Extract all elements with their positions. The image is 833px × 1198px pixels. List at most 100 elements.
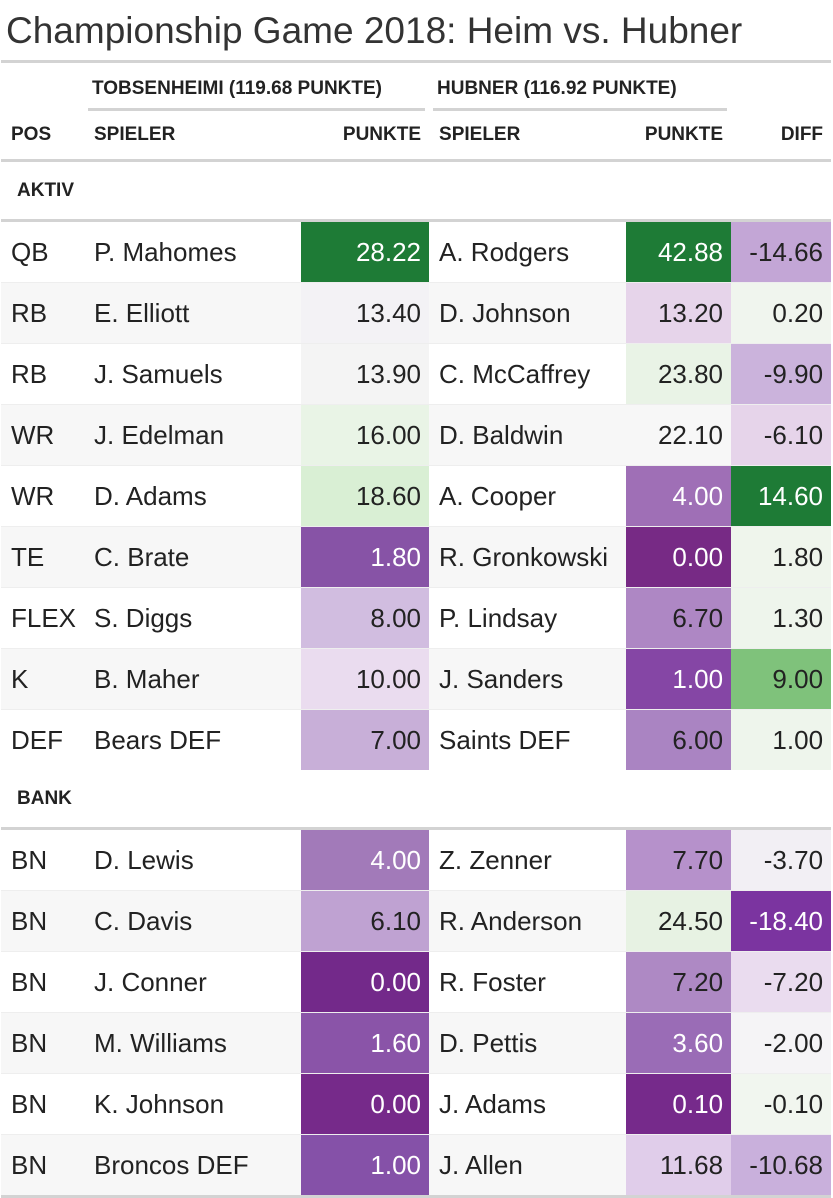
cell: C. Brate: [84, 526, 301, 588]
cell: 23.80: [626, 343, 732, 405]
cell: 0.00: [301, 1073, 430, 1135]
column-header: POS: [1, 111, 84, 162]
cell: R. Foster: [429, 951, 627, 1013]
cell: 3.60: [626, 1012, 732, 1074]
cell: 42.88: [626, 220, 732, 283]
group-row: AKTIV: [1, 160, 832, 222]
cell: J. Adams: [429, 1073, 627, 1135]
cell: BN: [1, 1073, 84, 1135]
column-header: PUNKTE: [626, 111, 732, 162]
cell: 7.00: [301, 709, 430, 770]
group-row: BANK: [1, 770, 832, 830]
cell: -3.70: [731, 828, 832, 891]
score-table: TOBSENHEIMI (119.68 PUNKTE) HUBNER (116.9…: [1, 60, 832, 1198]
cell: WR: [1, 404, 84, 466]
cell: J. Samuels: [84, 343, 301, 405]
cell: Saints DEF: [429, 709, 627, 770]
cell: -10.68: [731, 1134, 832, 1197]
cell: D. Pettis: [429, 1012, 627, 1074]
cell: 1.80: [301, 526, 430, 588]
data-row: BN J. Conner 0.00 R. Foster 7.20 -7.20: [1, 951, 832, 1013]
cell: 24.50: [626, 890, 732, 952]
cell: D. Johnson: [429, 282, 627, 344]
cell: 1.00: [626, 648, 732, 710]
cell: -18.40: [731, 890, 832, 952]
cell: 13.40: [301, 282, 430, 344]
spanner-blank: [1, 62, 84, 112]
column-header: DIFF: [731, 111, 832, 162]
cell: 0.20: [731, 282, 832, 344]
data-row: TE C. Brate 1.80 R. Gronkowski 0.00 1.80: [1, 526, 832, 588]
spanner-row: TOBSENHEIMI (119.68 PUNKTE) HUBNER (116.9…: [1, 62, 831, 112]
cell: Bears DEF: [84, 709, 301, 770]
cell: B. Maher: [84, 648, 301, 710]
cell: 18.60: [301, 465, 430, 527]
data-row: WR J. Edelman 16.00 D. Baldwin 22.10 -6.10: [1, 404, 832, 466]
column-header: SPIELER: [84, 111, 301, 162]
header-row: POS SPIELER PUNKTE SPIELER PUNKTE DIFF: [1, 111, 832, 162]
cell: D. Lewis: [84, 828, 301, 891]
cell: K: [1, 648, 84, 710]
cell: RB: [1, 343, 84, 405]
cell: 6.00: [626, 709, 732, 770]
cell: 11.68: [626, 1134, 732, 1197]
cell: 0.00: [626, 526, 732, 588]
cell: R. Gronkowski: [429, 526, 627, 588]
cell: 6.10: [301, 890, 430, 952]
cell: J. Conner: [84, 951, 301, 1013]
cell: K. Johnson: [84, 1073, 301, 1135]
cell: -9.90: [731, 343, 832, 405]
cell: BN: [1, 1134, 84, 1197]
cell: 1.60: [301, 1012, 430, 1074]
cell: Z. Zenner: [429, 828, 627, 891]
cell: -14.66: [731, 220, 832, 283]
cell: P. Mahomes: [84, 220, 301, 283]
cell: 6.70: [626, 587, 732, 649]
data-row: QB P. Mahomes 28.22 A. Rodgers 42.88 -14.66: [1, 220, 832, 283]
cell: E. Elliott: [84, 282, 301, 344]
cell: S. Diggs: [84, 587, 301, 649]
data-row: BN C. Davis 6.10 R. Anderson 24.50 -18.40: [1, 890, 832, 952]
cell: QB: [1, 220, 84, 283]
cell: P. Lindsay: [429, 587, 627, 649]
data-row: WR D. Adams 18.60 A. Cooper 4.00 14.60: [1, 465, 832, 527]
cell: 1.30: [731, 587, 832, 649]
data-row: BN K. Johnson 0.00 J. Adams 0.10 -0.10: [1, 1073, 832, 1135]
cell: M. Williams: [84, 1012, 301, 1074]
cell: TE: [1, 526, 84, 588]
cell: J. Edelman: [84, 404, 301, 466]
cell: C. Davis: [84, 890, 301, 952]
data-row: FLEX S. Diggs 8.00 P. Lindsay 6.70 1.30: [1, 587, 832, 649]
data-row: BN M. Williams 1.60 D. Pettis 3.60 -2.00: [1, 1012, 832, 1074]
cell: J. Sanders: [429, 648, 627, 710]
cell: BN: [1, 828, 84, 891]
cell: -6.10: [731, 404, 832, 466]
cell: 0.10: [626, 1073, 732, 1135]
column-header: SPIELER: [429, 111, 627, 162]
title: Championship Game 2018: Heim vs. Hubner: [6, 10, 743, 51]
cell: 4.00: [626, 465, 732, 527]
cell: RB: [1, 282, 84, 344]
cell: BN: [1, 890, 84, 952]
spanner-label: TOBSENHEIMI (119.68 PUNKTE): [88, 78, 426, 111]
data-row: BN D. Lewis 4.00 Z. Zenner 7.70 -3.70: [1, 828, 832, 891]
cell: A. Cooper: [429, 465, 627, 527]
cell: 28.22: [301, 220, 430, 283]
cell: 7.70: [626, 828, 732, 891]
cell: 22.10: [626, 404, 732, 466]
cell: 9.00: [731, 648, 832, 710]
cell: A. Rodgers: [429, 220, 627, 283]
cell: BN: [1, 951, 84, 1013]
cell: C. McCaffrey: [429, 343, 627, 405]
cell: 1.00: [301, 1134, 430, 1197]
cell: 7.20: [626, 951, 732, 1013]
cell: R. Anderson: [429, 890, 627, 952]
cell: -2.00: [731, 1012, 832, 1074]
cell: WR: [1, 465, 84, 527]
cell: 10.00: [301, 648, 430, 710]
group-label: AKTIV: [1, 160, 832, 222]
data-row: BN Broncos DEF 1.00 J. Allen 11.68 -10.68: [1, 1134, 832, 1197]
spanner-cell: HUBNER (116.92 PUNKTE): [429, 62, 731, 111]
data-row: RB J. Samuels 13.90 C. McCaffrey 23.80 -9.90: [1, 343, 832, 405]
cell: -7.20: [731, 951, 832, 1013]
